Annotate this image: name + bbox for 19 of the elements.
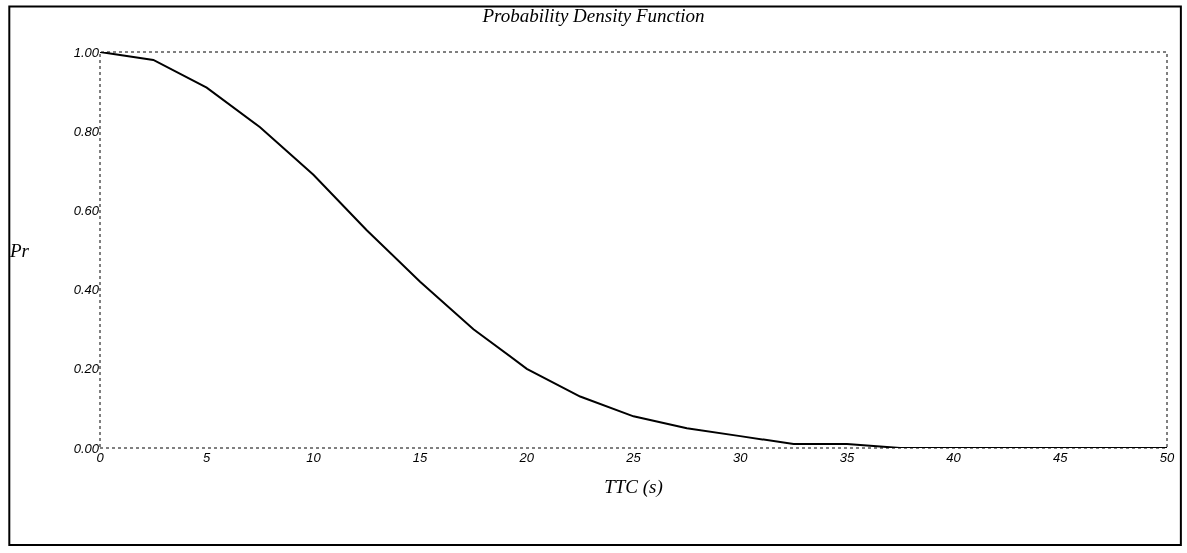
x-tick-label: 10 (306, 450, 322, 465)
chart-title: Probability Density Function (481, 4, 705, 26)
y-tick-label: 0.40 (73, 282, 100, 298)
y-tick-label: 0.60 (73, 202, 100, 218)
x-tick-label: 5 (203, 450, 212, 465)
x-tick-label: 45 (1053, 450, 1069, 465)
x-tick-label: 35 (839, 450, 855, 465)
line-series (100, 52, 1167, 448)
y-tick-label: 0.20 (73, 361, 100, 377)
x-tick-label: 50 (1159, 450, 1175, 465)
x-tick-label: 40 (946, 450, 962, 465)
y-tick-label: 0.80 (73, 123, 100, 139)
x-tick-label: 25 (625, 450, 642, 465)
x-tick-label: 15 (412, 450, 429, 465)
y-axis-title: Pr (9, 240, 30, 261)
y-tick-label: 1.00 (73, 44, 100, 60)
x-axis-title: TTC (s) (604, 475, 663, 498)
x-tick-label: 20 (518, 450, 535, 465)
x-tick-label: 30 (732, 450, 749, 465)
